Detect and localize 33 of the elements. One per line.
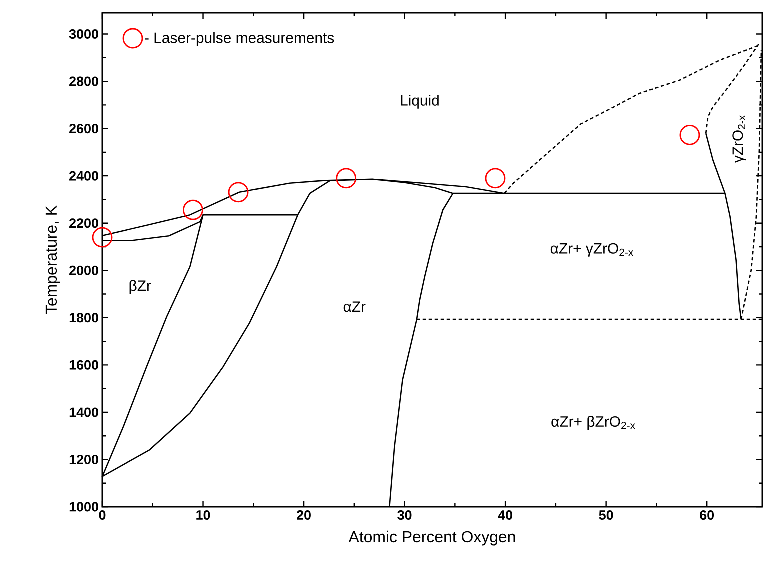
y-tick-label: 2200 (70, 218, 98, 228)
y-tick-label: 1000 (70, 502, 98, 512)
annotation: βZr (130, 280, 152, 294)
point (336, 168, 357, 189)
y-tick-label: 2600 (70, 124, 98, 134)
point (228, 182, 249, 203)
x-tick-label: 30 (398, 510, 412, 520)
y-axis-title: Temperature, K (46, 206, 60, 314)
legend-label: - Laser-pulse measurements (145, 32, 334, 46)
annotation: αZr+ βZrO$_{2-x}$ (552, 416, 636, 430)
y-tick-label: 2400 (70, 171, 98, 181)
x-axis-title: Atomic Percent Oxygen (348, 530, 516, 546)
x-tick-label: 50 (599, 510, 614, 520)
annotation: αZr+ γZrO$_{2-x}$ (550, 243, 634, 257)
x-tick-label: 20 (297, 510, 311, 520)
annotation: Liquid (401, 94, 439, 109)
point (485, 168, 506, 189)
annotation: αZr (344, 302, 366, 312)
y-tick-label: 1600 (70, 360, 98, 370)
y-tick-label: 3000 (69, 29, 98, 40)
x-tick-label: 40 (498, 510, 512, 520)
x-tick-label: 0 (99, 510, 106, 520)
y-tick-label: 1800 (70, 313, 98, 323)
y-tick-label: 1200 (70, 454, 98, 464)
point (92, 227, 113, 248)
y-tick-label: 2800 (70, 76, 98, 86)
x-tick-label: 10 (196, 510, 210, 520)
y-tick-label: 2000 (70, 266, 98, 276)
point (680, 124, 700, 146)
x-tick-label: 60 (700, 510, 714, 520)
point (182, 200, 204, 220)
annotation: γZrO$_{2-x}$ (732, 115, 746, 164)
y-tick-label: 1400 (70, 408, 98, 418)
